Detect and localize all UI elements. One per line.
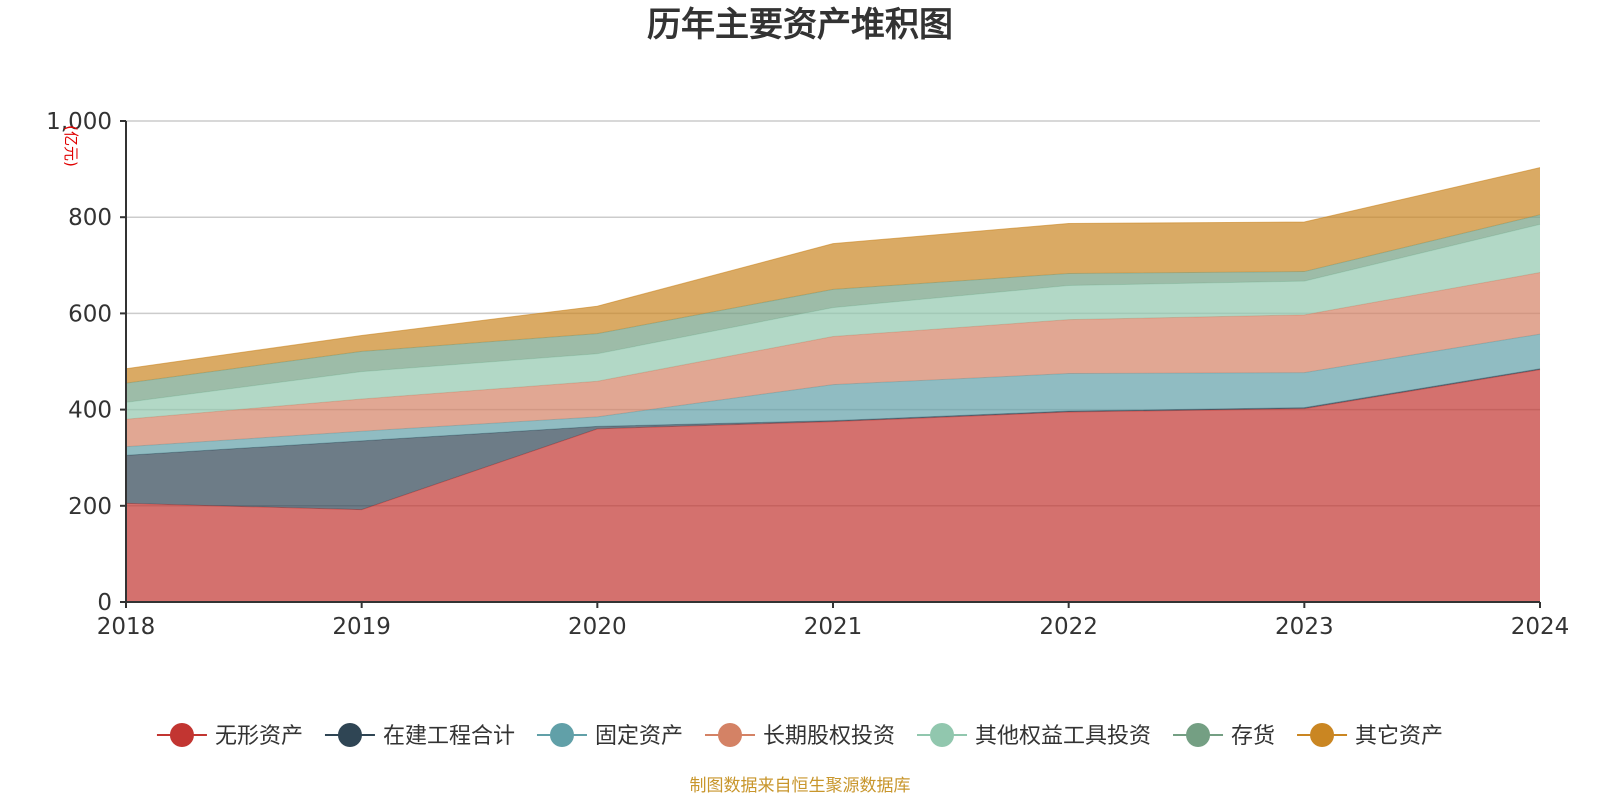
- x-tick-label: 2023: [1275, 614, 1334, 640]
- area-series-line-6: [125, 167, 1541, 370]
- axes: 0 200 400 600 800 1,000 2018 2019 2020 2021 2022 20…: [46, 109, 1569, 640]
- chart-title: 历年主要资产堆积图: [647, 5, 953, 45]
- x-tick-label: 2024: [1511, 614, 1570, 640]
- legend-item[interactable]: 固定资产: [536, 723, 683, 749]
- legend: 无形资产 在建工程合计 固定资产 长期股权投资 其他权益工具投资 存货 其它资产: [156, 723, 1443, 749]
- legend-item[interactable]: 其他权益工具投资: [917, 723, 1151, 749]
- area-series-4: [126, 224, 1540, 420]
- legend-label: 在建工程合计: [383, 724, 515, 749]
- legend-marker: [1186, 723, 1211, 747]
- legend-marker: [717, 723, 742, 747]
- area-series-5: [126, 214, 1540, 403]
- legend-marker: [337, 723, 362, 747]
- legend-label: 固定资产: [595, 724, 683, 749]
- x-tick-label: 2018: [97, 614, 156, 640]
- area-series-0: [126, 369, 1540, 602]
- legend-item[interactable]: 在建工程合计: [324, 723, 515, 749]
- x-tick-label: 2021: [804, 614, 863, 640]
- area-series-6: [126, 167, 1540, 384]
- legend-item[interactable]: 无形资产: [156, 723, 303, 749]
- y-axis-unit-label: (亿元): [62, 125, 80, 167]
- area-series-2: [126, 334, 1540, 456]
- legend-marker: [169, 723, 194, 747]
- x-tick-label: 2020: [568, 614, 627, 640]
- y-tick-label: 1,000: [46, 109, 112, 135]
- area-series-1: [126, 368, 1540, 510]
- source-note: 制图数据来自恒生聚源数据库: [690, 776, 911, 796]
- legend-marker: [549, 723, 574, 747]
- y-tick-label: 400: [68, 398, 112, 424]
- y-tick-label: 0: [97, 590, 112, 616]
- legend-label: 无形资产: [215, 724, 303, 749]
- legend-marker: [1310, 723, 1335, 747]
- legend-label: 其它资产: [1355, 724, 1443, 749]
- x-tick-label: 2019: [332, 614, 391, 640]
- legend-item[interactable]: 长期股权投资: [704, 723, 895, 749]
- stacked-areas: [125, 167, 1541, 602]
- y-tick-label: 200: [68, 494, 112, 520]
- legend-label: 长期股权投资: [763, 724, 895, 749]
- legend-label: 存货: [1231, 724, 1275, 749]
- x-tick-label: 2022: [1039, 614, 1098, 640]
- legend-label: 其他权益工具投资: [975, 724, 1151, 749]
- legend-marker: [930, 723, 955, 747]
- area-series-3: [126, 272, 1540, 447]
- y-tick-label: 600: [68, 301, 112, 327]
- y-tick-label: 800: [68, 205, 112, 231]
- legend-item[interactable]: 其它资产: [1297, 723, 1443, 749]
- legend-item[interactable]: 存货: [1173, 723, 1275, 749]
